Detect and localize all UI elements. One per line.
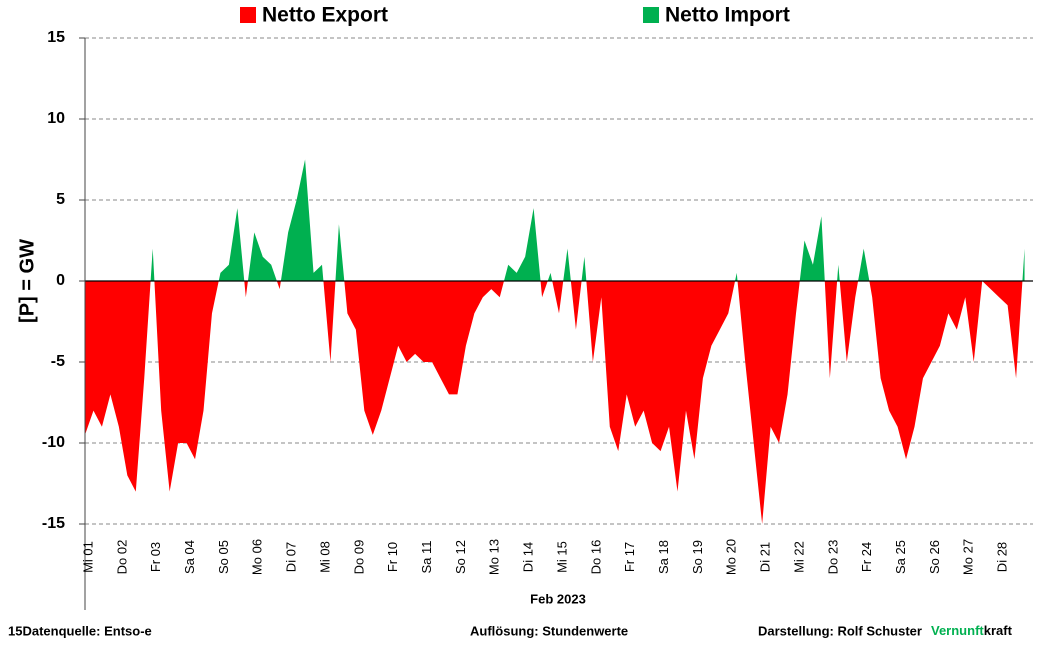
x-tick-label: Mo 27 xyxy=(961,539,976,575)
y-tick-label: 10 xyxy=(47,110,65,127)
brand-green: Vernunft xyxy=(931,623,984,638)
x-tick-label: Fr 17 xyxy=(622,542,637,572)
x-tick-label: Do 09 xyxy=(351,540,366,575)
y-tick-label: -15 xyxy=(42,515,65,532)
x-tick-label: Fr 10 xyxy=(385,542,400,572)
x-tick-label: Do 02 xyxy=(114,540,129,575)
x-tick-label: So 05 xyxy=(216,540,231,574)
x-tick-label: Sa 25 xyxy=(893,540,908,574)
x-tick-label: Mi 08 xyxy=(317,541,332,573)
x-tick-label: Di 28 xyxy=(995,542,1010,572)
x-tick-label: Fr 24 xyxy=(859,542,874,572)
x-tick-label: Mo 06 xyxy=(250,539,265,575)
x-tick-label: Sa 04 xyxy=(182,540,197,574)
x-tick-label: Mi 22 xyxy=(791,541,806,573)
footer-source: 15Datenquelle: Entso-e xyxy=(8,623,152,638)
x-tick-label: Di 07 xyxy=(284,542,299,572)
brand-rest: kraft xyxy=(984,623,1013,638)
footer-brand: Vernunftkraft xyxy=(931,623,1013,638)
y-axis-label: [P] = GW xyxy=(16,239,38,323)
footer-resolution: Auflösung: Stundenwerte xyxy=(470,623,628,638)
x-tick-label: Mo 20 xyxy=(724,539,739,575)
x-tick-label: Do 16 xyxy=(588,540,603,575)
y-tick-label: 15 xyxy=(47,29,65,46)
y-tick-label: 5 xyxy=(56,191,65,208)
legend-label: Netto Export xyxy=(262,4,388,27)
y-tick-label: -5 xyxy=(51,353,65,370)
x-tick-label: Mo 13 xyxy=(487,539,502,575)
x-tick-label: Di 14 xyxy=(521,542,536,572)
footer-author: Darstellung: Rolf Schuster xyxy=(758,623,922,638)
legend-swatch xyxy=(240,7,256,23)
x-tick-label: Sa 18 xyxy=(656,540,671,574)
y-tick-label: 0 xyxy=(56,272,65,289)
x-tick-label: Mi 15 xyxy=(554,541,569,573)
x-tick-label: Di 21 xyxy=(758,542,773,572)
x-tick-label: So 12 xyxy=(453,540,468,574)
x-tick-label: Mi 01 xyxy=(80,541,95,573)
legend-swatch xyxy=(643,7,659,23)
x-tick-label: So 26 xyxy=(927,540,942,574)
legend-label: Netto Import xyxy=(665,4,790,27)
x-tick-label: So 19 xyxy=(690,540,705,574)
x-tick-label: Do 23 xyxy=(825,540,840,575)
export-area xyxy=(85,281,1025,524)
x-axis-label: Feb 2023 xyxy=(530,591,586,606)
x-tick-label: Fr 03 xyxy=(148,542,163,572)
y-tick-label: -10 xyxy=(42,434,65,451)
x-tick-label: Sa 11 xyxy=(419,540,434,573)
